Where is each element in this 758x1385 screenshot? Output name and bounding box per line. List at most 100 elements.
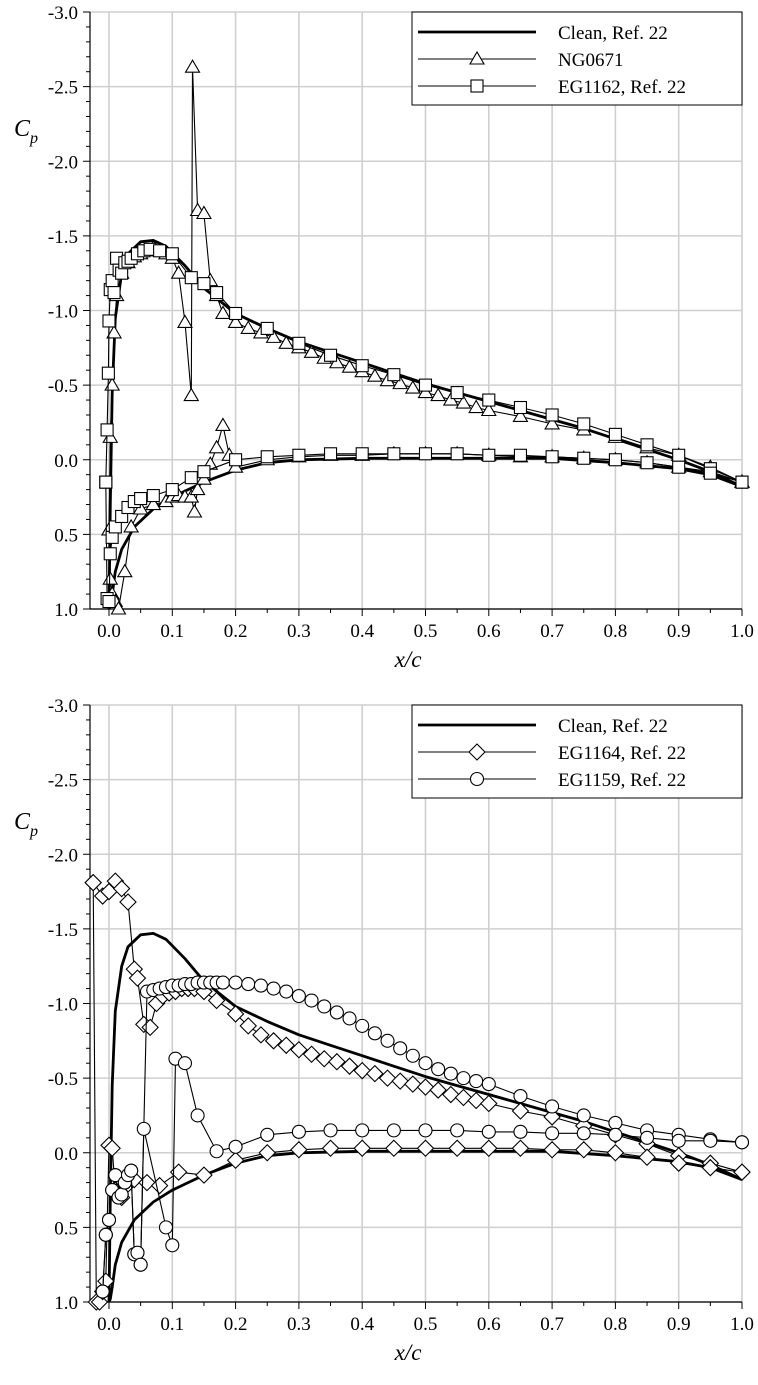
data-point [574, 1140, 593, 1159]
series-eg1164-ref-22 [84, 872, 751, 1311]
data-point [404, 1075, 422, 1093]
data-point [576, 1126, 591, 1141]
series-line-upper [107, 932, 743, 1303]
x-tick-label: 0.3 [287, 1314, 311, 1335]
data-point [158, 1220, 174, 1235]
data-point [450, 386, 464, 400]
x-tick-label: 0.6 [477, 621, 501, 642]
data-point [176, 314, 193, 328]
data-point [197, 465, 211, 479]
data-point [291, 988, 306, 1004]
data-point [146, 489, 160, 503]
x-tick-label: 0.1 [160, 621, 184, 642]
data-point [468, 399, 485, 414]
y-axis-label-subscript: p [29, 823, 38, 840]
data-point [252, 1026, 270, 1044]
data-point [208, 439, 225, 454]
legend-label: Clean, Ref. 22 [558, 23, 668, 44]
y-tick-label: -2.0 [48, 845, 78, 866]
data-point [341, 359, 358, 373]
data-point [114, 1187, 129, 1202]
x-tick-label: 0.4 [350, 621, 374, 642]
data-point [229, 453, 243, 467]
data-point [165, 247, 179, 261]
series-eg1162-ref-22 [99, 242, 749, 609]
data-point [418, 1056, 433, 1071]
data-point [133, 1257, 148, 1272]
data-point [543, 1108, 561, 1126]
data-point [112, 879, 131, 898]
data-point [513, 1088, 528, 1104]
data-point [303, 344, 320, 358]
y-tick-label: 1.0 [54, 600, 78, 621]
x-tick-label: 0.4 [350, 1314, 374, 1335]
data-point [84, 873, 102, 892]
legend-entry: Clean, Ref. 22 [418, 716, 668, 737]
data-point [189, 481, 206, 496]
y-tick-label: -1.0 [48, 302, 78, 323]
data-point [239, 1017, 258, 1035]
data-point [240, 320, 257, 334]
y-tick-label: -0.5 [48, 1069, 78, 1090]
data-point [260, 450, 274, 464]
data-point [429, 1081, 447, 1099]
data-point [513, 400, 527, 415]
data-point [454, 1088, 473, 1107]
data-point [431, 1062, 446, 1077]
data-point [482, 393, 496, 407]
data-point [608, 453, 622, 467]
x-tick-label: 0.7 [540, 621, 564, 642]
data-point [130, 1245, 145, 1260]
y-tick-label: -3.0 [48, 3, 78, 24]
data-point [134, 492, 148, 506]
data-point [418, 447, 433, 461]
data-point [353, 1061, 371, 1080]
x-tick-label: 0.8 [604, 1314, 628, 1335]
x-tick-label: 0.7 [540, 1314, 564, 1335]
data-point [266, 981, 281, 996]
data-point [703, 466, 717, 480]
data-point [136, 1121, 151, 1136]
data-point [405, 1048, 420, 1063]
data-point [99, 475, 113, 489]
data-point [387, 447, 401, 461]
y-axis-label: Cp [14, 116, 38, 147]
data-point [292, 448, 306, 462]
y-tick-label: -0.5 [48, 376, 78, 397]
x-axis-label: x/c [394, 1340, 422, 1365]
data-point [328, 1052, 346, 1071]
data-point [98, 1227, 113, 1242]
data-point [418, 1123, 433, 1138]
data-point [511, 1102, 530, 1120]
x-tick-label: 0.2 [224, 621, 248, 642]
data-point [116, 563, 133, 578]
data-point [190, 1108, 205, 1123]
data-point [608, 427, 622, 441]
data-point [102, 594, 116, 609]
data-point [455, 394, 472, 409]
data-point [278, 335, 295, 349]
data-point [302, 1045, 321, 1064]
data-point [608, 1127, 623, 1142]
data-point [228, 1139, 243, 1154]
legend-entry: EG1162, Ref. 22 [418, 77, 686, 98]
data-point [735, 475, 749, 489]
legend-label: Clean, Ref. 22 [558, 716, 668, 737]
y-tick-label: 0.5 [54, 1218, 78, 1239]
data-point [577, 451, 591, 465]
data-point [385, 1139, 403, 1158]
data-point [210, 286, 224, 300]
data-point [416, 1139, 435, 1158]
data-point [119, 893, 137, 911]
data-point [315, 1049, 333, 1068]
x-tick-label: 1.0 [730, 621, 754, 642]
data-point [480, 402, 497, 417]
data-point [469, 1074, 484, 1089]
data-point [416, 1078, 435, 1096]
data-point [290, 1140, 308, 1159]
data-point [577, 417, 591, 431]
y-tick-label: 0.5 [54, 525, 78, 546]
data-point [321, 1139, 340, 1158]
x-tick-label: 0.5 [414, 1314, 438, 1335]
legend-label: EG1164, Ref. 22 [558, 743, 686, 764]
